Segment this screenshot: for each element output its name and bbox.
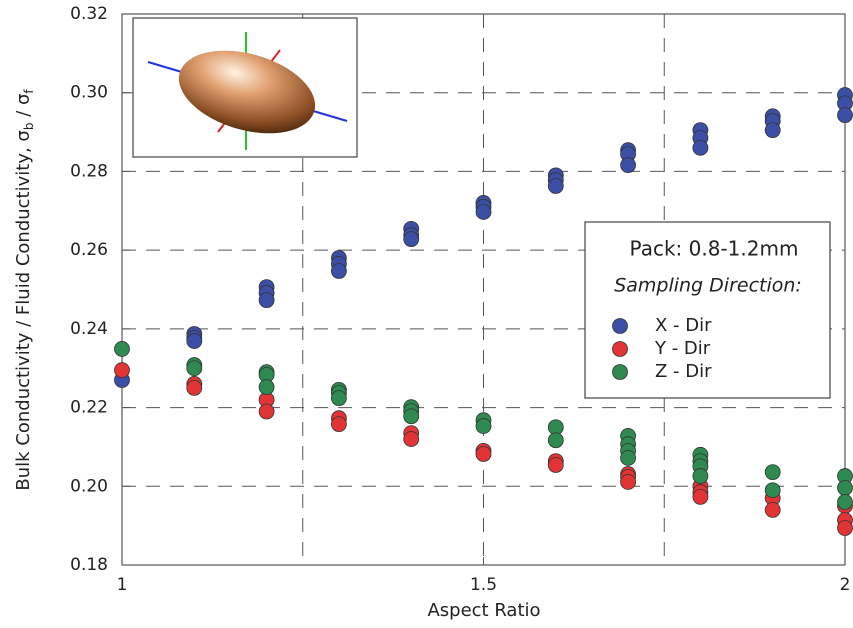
legend-marker: [613, 365, 628, 380]
point: [259, 404, 274, 419]
point: [187, 361, 202, 376]
x-tick-label: 2: [840, 575, 851, 595]
point: [838, 495, 853, 510]
point: [838, 480, 853, 495]
x-axis-label: Aspect Ratio: [427, 600, 540, 621]
point: [765, 465, 780, 480]
point: [476, 447, 491, 462]
point: [693, 140, 708, 155]
point: [404, 432, 419, 447]
y-label-part: Bulk Conductivity / Fluid Conductivity, …: [13, 130, 34, 490]
point: [765, 123, 780, 138]
point: [621, 158, 636, 173]
point: [331, 391, 346, 406]
point: [548, 178, 563, 193]
point: [693, 469, 708, 484]
legend-label: Z - Dir: [655, 361, 712, 382]
point: [621, 474, 636, 489]
point: [259, 380, 274, 395]
point: [331, 264, 346, 279]
y-tick-label: 0.32: [70, 4, 108, 24]
legend-label: X - Dir: [655, 315, 712, 336]
chart: Pack: 0.8-1.2mm Sampling Direction: Aspe…: [0, 0, 853, 628]
legend-subtitle: Sampling Direction:: [614, 275, 802, 297]
y-label-sub: b: [22, 123, 36, 131]
point: [765, 502, 780, 517]
y-tick-label: 0.30: [70, 83, 108, 103]
y-tick-label: 0.20: [70, 476, 108, 496]
y-tick-label: 0.24: [70, 319, 108, 339]
point: [187, 380, 202, 395]
legend-label: Y - Dir: [654, 338, 711, 359]
point: [765, 483, 780, 498]
point: [115, 341, 130, 356]
y-label-part: / σ: [13, 94, 34, 123]
point: [621, 450, 636, 465]
point: [838, 521, 853, 536]
point: [187, 334, 202, 349]
legend-marker: [613, 342, 628, 357]
x-tick-label: 1.5: [470, 575, 497, 595]
point: [115, 363, 130, 378]
point: [259, 293, 274, 308]
inset: [133, 18, 357, 157]
y-tick-label: 0.18: [70, 555, 108, 575]
point: [838, 108, 853, 123]
x-tick-label: 1: [117, 575, 128, 595]
point: [548, 458, 563, 473]
y-label-sub: f: [22, 89, 36, 94]
point: [548, 433, 563, 448]
point: [476, 419, 491, 434]
y-tick-label: 0.28: [70, 161, 108, 181]
point: [404, 409, 419, 424]
legend-title: Pack: 0.8-1.2mm: [630, 237, 799, 261]
point: [331, 417, 346, 432]
legend-marker: [613, 319, 628, 334]
point: [404, 232, 419, 247]
y-tick-label: 0.26: [70, 240, 108, 260]
y-axis-label: Bulk Conductivity / Fluid Conductivity, …: [13, 89, 36, 491]
point: [693, 489, 708, 504]
point: [476, 204, 491, 219]
y-tick-label: 0.22: [70, 398, 108, 418]
